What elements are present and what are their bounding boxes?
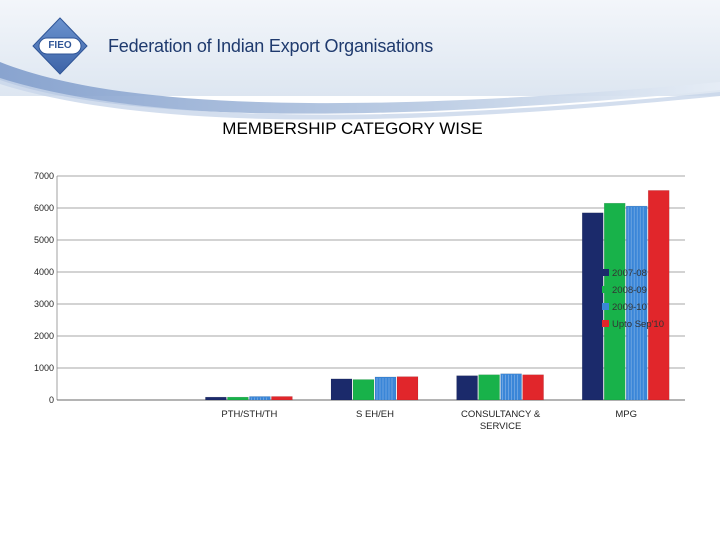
bar-2007-08 [330,378,353,401]
bar-Upto Sep'10 [396,376,419,401]
y-tick-label: 0 [49,395,54,405]
legend-swatch [602,303,609,310]
bar-2007-08 [456,375,478,401]
x-tick-label: CONSULTANCY & [461,409,541,420]
legend-label: 2008-09 [612,285,647,296]
x-tick-label: PTH/STH/TH [221,409,277,420]
y-tick-label: 5000 [34,235,54,245]
bar-2007-08 [581,212,604,401]
bar-2007-08 [205,396,227,401]
bar-Upto Sep'10 [522,374,544,401]
y-tick-label: 1000 [34,363,54,373]
bar-2009-10 [625,205,648,401]
bar-2009-10 [500,373,522,401]
bar-Upto Sep'10 [647,190,670,401]
x-tick-label: SERVICE [480,421,522,432]
legend-label: 2007-08 [612,268,647,279]
legend-swatch [602,286,609,293]
legend-label: Upto Sep'10 [612,319,664,330]
bar-2008-09 [227,396,249,401]
y-tick-label: 7000 [34,171,54,181]
bar-2009-10 [374,376,397,401]
bar-2008-09 [352,379,375,401]
legend-swatch [602,269,609,276]
y-tick-label: 4000 [34,267,54,277]
bar-chart: 0 1000 2000 3000 4000 5000 6000 7000 PTH/STH/TH S… [34,171,685,432]
x-tick-label: S EH/EH [356,409,394,420]
legend-label: 2009-10 [612,302,647,313]
org-name: Federation of Indian Export Organisation… [108,36,433,56]
bar-2008-09 [603,202,626,401]
header-banner [0,0,720,120]
fieo-logo [32,17,88,75]
y-tick-label: 3000 [34,299,54,309]
legend-swatch [602,320,609,327]
x-tick-label: MPG [615,409,637,420]
logo-text: FIEO [48,40,72,51]
bar-2008-09 [478,374,500,401]
y-tick-label: 6000 [34,203,54,213]
chart-title: MEMBERSHIP CATEGORY WISE [222,119,483,138]
y-tick-label: 2000 [34,331,54,341]
bar-2009-10 [249,396,271,401]
bar-Upto Sep'10 [271,396,293,401]
